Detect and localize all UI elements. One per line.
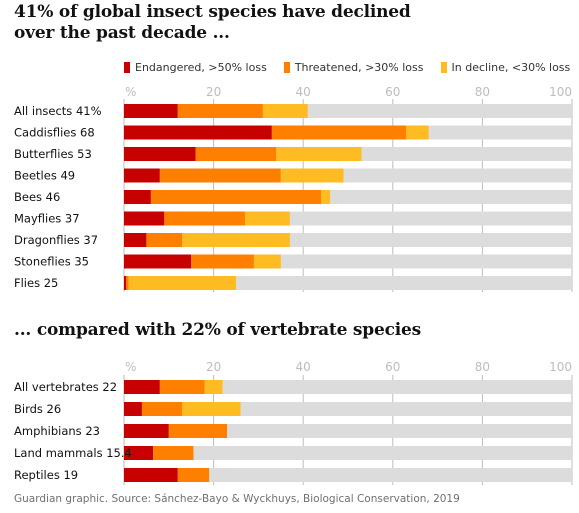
- x-tick-label: %: [125, 360, 136, 374]
- row-label: Dragonflies 37: [14, 233, 98, 247]
- x-tick-label: 100: [549, 85, 572, 99]
- bar-segment-threatened: [164, 211, 245, 226]
- bar-segment-decline: [406, 125, 429, 140]
- legend-swatch-decline: [440, 62, 447, 73]
- row-label: All vertebrates 22: [14, 380, 117, 394]
- x-tick-label: 20: [206, 85, 221, 99]
- legend-item-endangered: Endangered, >50% loss: [124, 61, 267, 74]
- bar-segment-decline: [262, 104, 308, 118]
- bar-segment-threatened: [150, 190, 322, 204]
- bar-segment-threatened: [146, 233, 183, 247]
- legend-item-decline: In decline, <30% loss: [440, 61, 571, 74]
- row-label: Beetles 49: [14, 169, 75, 183]
- bar-segment-endangered: [124, 125, 272, 140]
- bar-segment-endangered: [124, 446, 154, 460]
- bar-background: [124, 424, 572, 438]
- bar-segment-endangered: [124, 254, 192, 269]
- bar-segment-threatened: [168, 424, 228, 438]
- bar-segment-endangered: [124, 168, 160, 183]
- bar-segment-endangered: [124, 424, 169, 438]
- row-label: Reptiles 19: [14, 468, 78, 482]
- bar-segment-endangered: [124, 380, 160, 394]
- legend-label-decline: In decline, <30% loss: [451, 61, 571, 74]
- bar-segment-threatened: [159, 168, 281, 183]
- bar-segment-endangered: [124, 104, 178, 118]
- row-label: Land mammals 15.4: [14, 446, 132, 460]
- legend-label-threatened: Threatened, >30% loss: [294, 61, 424, 74]
- bar-segment-threatened: [153, 446, 194, 460]
- bar-segment-threatened: [177, 104, 263, 118]
- bar-segment-decline: [128, 276, 236, 290]
- bar-segment-endangered: [124, 190, 151, 204]
- row-label: Caddisflies 68: [14, 126, 95, 140]
- x-tick-label: 40: [296, 85, 311, 99]
- x-tick-label: 20: [206, 360, 221, 374]
- bar-segment-decline: [280, 168, 344, 183]
- x-tick-label: 60: [385, 85, 400, 99]
- bar-segment-threatened: [126, 276, 129, 290]
- chart-title: 41% of global insect species have declin…: [14, 2, 411, 43]
- bar-segment-decline: [276, 147, 362, 161]
- legend-swatch-threatened: [283, 62, 290, 73]
- x-tick-label: 40: [296, 360, 311, 374]
- bar-segment-endangered: [124, 211, 165, 226]
- bar-segment-decline: [321, 190, 331, 204]
- bar-background: [124, 446, 572, 460]
- x-tick-label: 100: [549, 360, 572, 374]
- bar-segment-endangered: [124, 233, 147, 247]
- bar-segment-decline: [182, 233, 290, 247]
- source-footer: Guardian graphic. Source: Sánchez-Bayo &…: [14, 493, 460, 505]
- x-tick-label: 80: [475, 85, 490, 99]
- bar-segment-threatened: [195, 147, 277, 161]
- bar-segment-threatened: [271, 125, 407, 140]
- row-label: Flies 25: [14, 276, 58, 290]
- bar-segment-endangered: [124, 468, 178, 482]
- row-label: Mayflies 37: [14, 212, 80, 226]
- bar-segment-threatened: [191, 254, 254, 269]
- x-tick-label: 60: [385, 360, 400, 374]
- row-label: Birds 26: [14, 402, 61, 416]
- row-label: All insects 41%: [14, 104, 102, 118]
- legend-item-threatened: Threatened, >30% loss: [283, 61, 424, 74]
- bar-segment-decline: [244, 211, 290, 226]
- row-label: Butterflies 53: [14, 147, 92, 161]
- bar-segment-endangered: [124, 147, 196, 161]
- x-tick-label: 80: [475, 360, 490, 374]
- row-label: Stoneflies 35: [14, 255, 89, 269]
- bar-segment-decline: [253, 254, 281, 269]
- bar-segment-threatened: [177, 468, 210, 482]
- bar-segment-threatened: [141, 402, 183, 416]
- row-label: Amphibians 23: [14, 424, 100, 438]
- bar-segment-threatened: [159, 380, 205, 394]
- row-label: Bees 46: [14, 190, 60, 204]
- legend: Endangered, >50% loss Threatened, >30% l…: [124, 61, 579, 74]
- bar-background: [124, 468, 572, 482]
- x-tick-label: %: [125, 85, 136, 99]
- bar-segment-endangered: [124, 402, 142, 416]
- bar-segment-endangered: [124, 276, 127, 290]
- legend-swatch-endangered: [124, 62, 130, 73]
- bar-segment-decline: [204, 380, 223, 394]
- bar-background: [124, 380, 572, 394]
- bar-segment-decline: [182, 402, 241, 416]
- chart-subtitle: ... compared with 22% of vertebrate spec…: [14, 320, 421, 340]
- legend-label-endangered: Endangered, >50% loss: [135, 61, 267, 74]
